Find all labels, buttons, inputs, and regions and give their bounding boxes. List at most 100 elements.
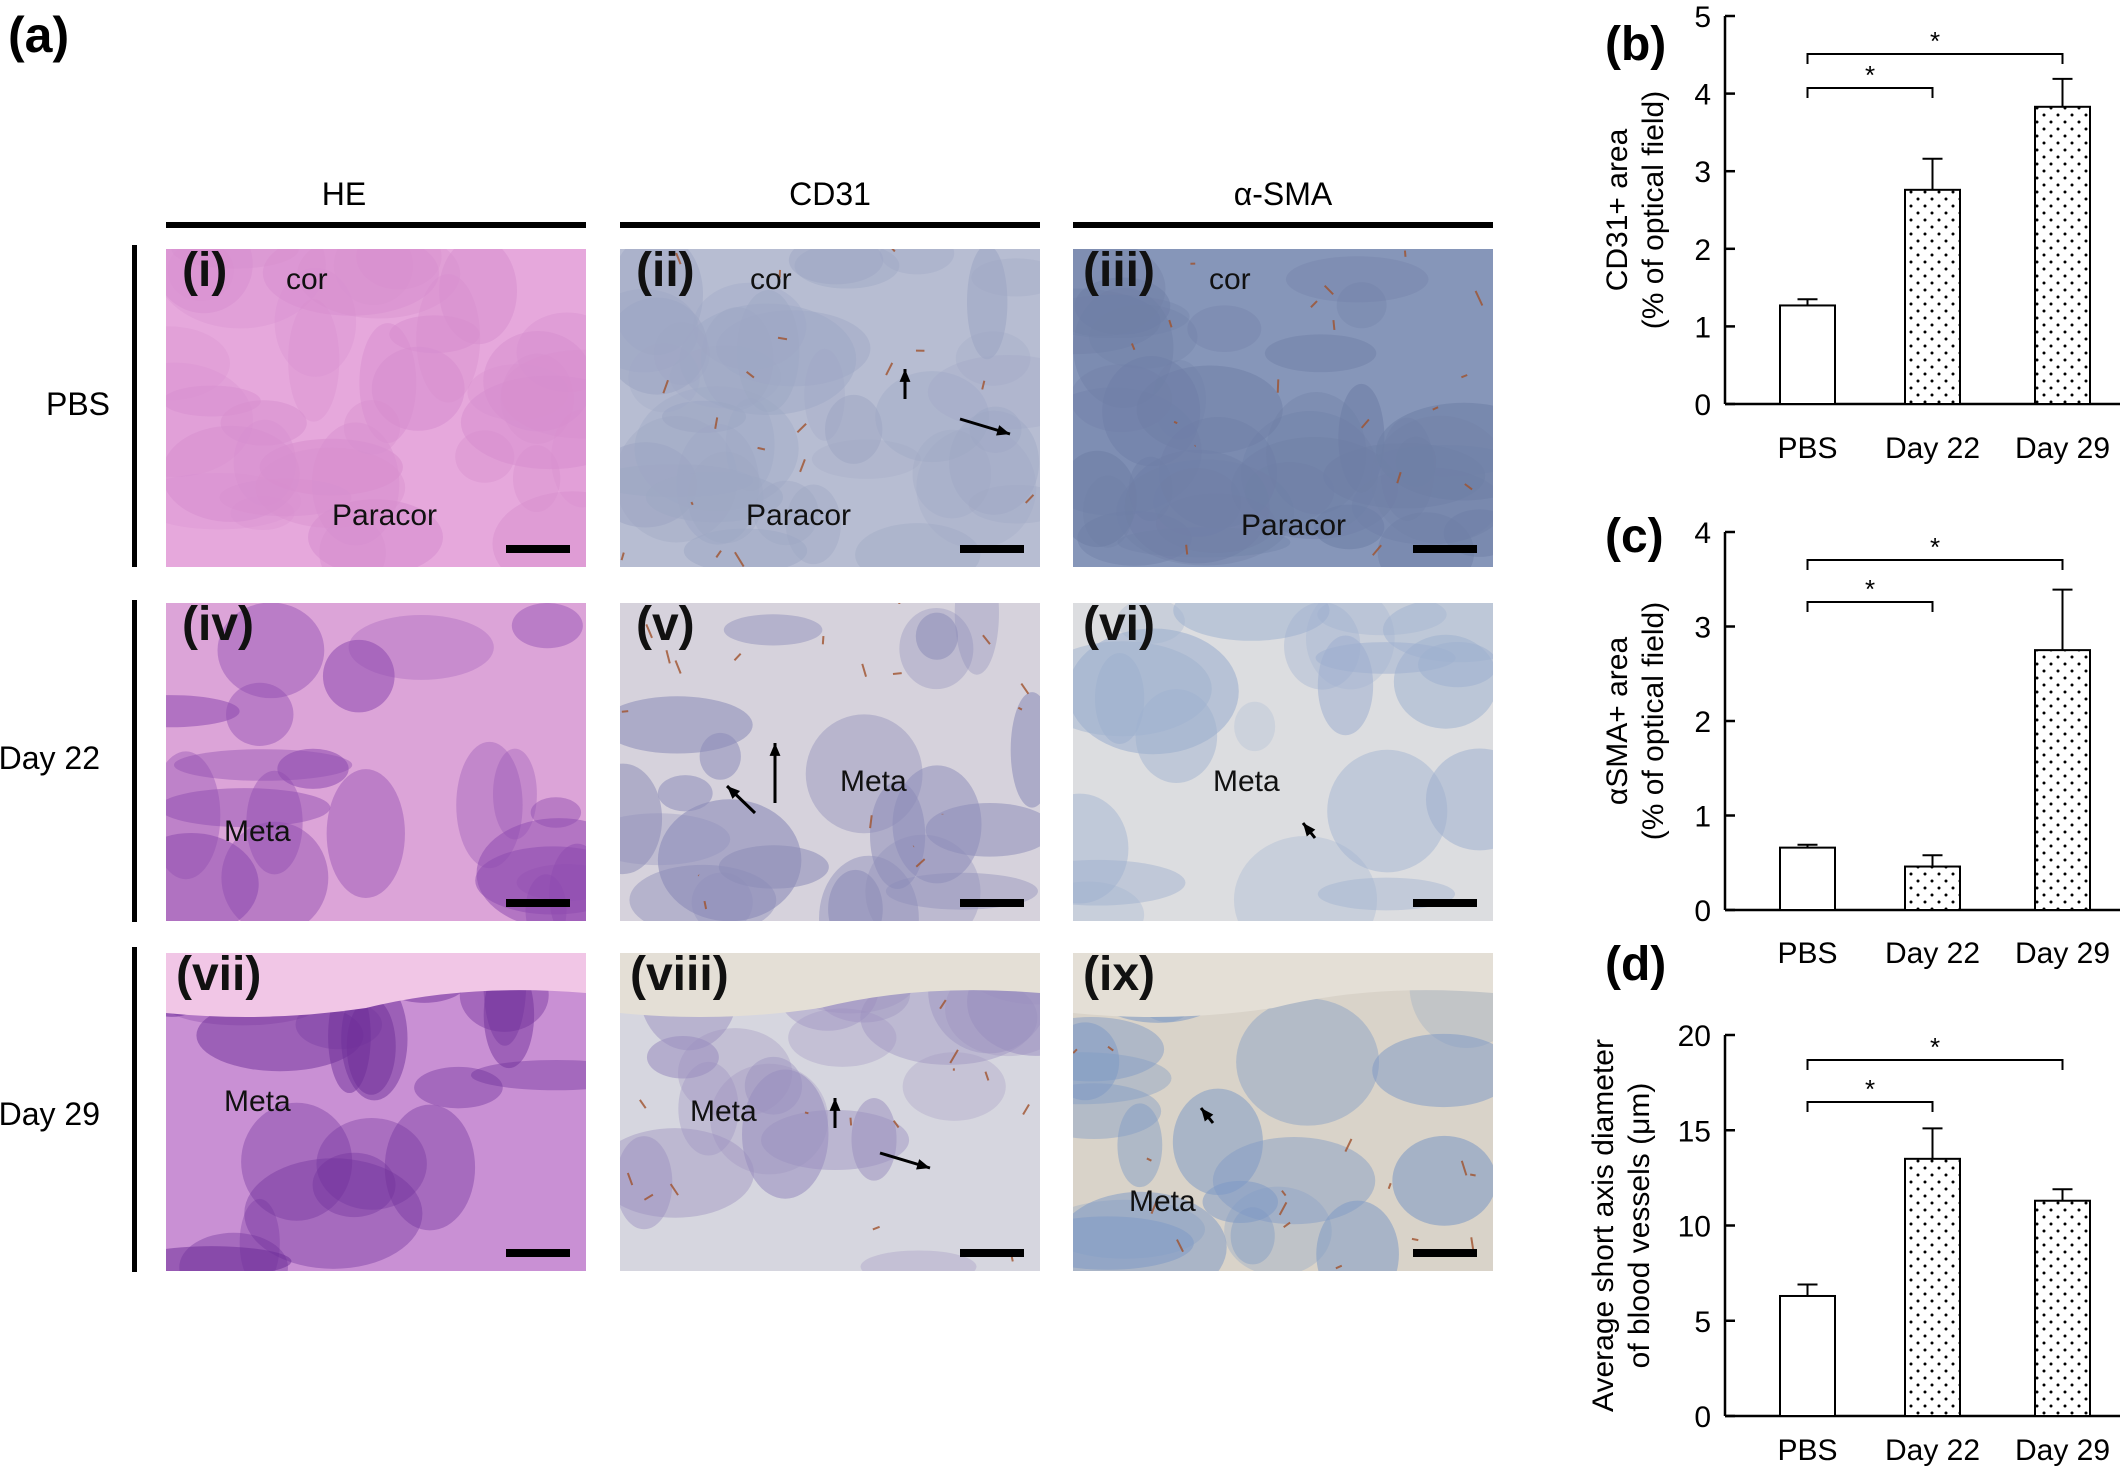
micrograph-tile-7: (vii) Meta: [166, 953, 586, 1271]
significance-star: *: [1865, 574, 1875, 604]
tissue-region: [812, 440, 921, 479]
tissue-annotation: Meta: [224, 815, 291, 849]
scale-bar: [506, 545, 570, 553]
bar: [2035, 1201, 2090, 1416]
row-label-pbs: PBS: [0, 386, 110, 423]
vessel-mark: [823, 636, 824, 644]
y-tick-label: 5: [1694, 1, 1711, 34]
scale-bar: [1413, 545, 1477, 553]
micrograph-tile-9: (ix)Meta: [1073, 953, 1493, 1271]
tissue-annotation: cor: [1209, 263, 1251, 297]
tile-roman-label: (ii): [636, 249, 695, 298]
vessel-mark: [622, 711, 628, 712]
vessel-mark: [1174, 422, 1177, 423]
vessel-mark: [1333, 320, 1334, 330]
category-label: Day 29: [2015, 432, 2110, 465]
y-tick-label: 5: [1694, 1306, 1711, 1339]
row-rule-day22: [132, 600, 137, 922]
y-tick-label: 4: [1694, 517, 1711, 550]
tissue-region: [903, 1052, 1006, 1121]
tissue-region: [788, 1009, 896, 1067]
tissue-region: [166, 386, 261, 417]
row-label-day29: Day 29: [0, 1096, 100, 1133]
column-header-sma: α-SMA: [1073, 176, 1493, 213]
vessel-mark: [691, 502, 692, 505]
column-rule-cd31: [620, 222, 1040, 228]
vessel-mark: [893, 673, 902, 674]
row-rule-day29: [132, 947, 137, 1272]
tissue-region: [899, 608, 973, 689]
y-tick-label: 10: [1678, 1211, 1711, 1244]
tile-roman-label: (i): [182, 249, 227, 298]
vessel-mark: [850, 1118, 851, 1126]
tissue-annotation: Paracor: [746, 499, 851, 533]
tissue-region: [1286, 256, 1429, 302]
vessel-mark: [1412, 1239, 1418, 1240]
tissue-region: [359, 323, 416, 443]
panel-letter: (d): [1605, 938, 1666, 991]
tile-roman-label: (viii): [630, 953, 729, 1002]
tissue-region: [456, 742, 522, 868]
tissue-region: [1102, 356, 1200, 466]
tissue-region: [1266, 392, 1366, 514]
significance-star: *: [1930, 532, 1940, 562]
vessel-mark: [1405, 251, 1406, 257]
vessel-mark: [1470, 1175, 1475, 1176]
row-label-day22: Day 22: [0, 740, 100, 777]
category-label: Day 29: [2015, 1434, 2110, 1467]
y-tick-label: 15: [1678, 1115, 1711, 1148]
tissue-region: [531, 797, 581, 828]
scale-bar: [1413, 1249, 1477, 1257]
tissue-region: [1236, 998, 1379, 1125]
tissue-region: [1187, 305, 1261, 352]
vessel-mark: [1186, 545, 1187, 555]
tissue-region: [512, 603, 583, 648]
tissue-region: [1265, 334, 1376, 372]
tissue-region: [716, 310, 870, 386]
tile-roman-label: (iv): [182, 603, 254, 652]
y-axis-label: αSMA+ area: [1601, 637, 1634, 806]
scale-bar: [1413, 899, 1477, 907]
y-tick-label: 3: [1694, 156, 1711, 189]
tissue-region: [1234, 702, 1275, 751]
tissue-region: [327, 769, 405, 898]
significance-star: *: [1865, 1074, 1875, 1104]
y-axis-label: (% of optical field): [1637, 91, 1670, 329]
column-header-he: HE: [134, 176, 554, 213]
significance-star: *: [1930, 1032, 1940, 1062]
bar: [1780, 1296, 1835, 1416]
column-header-cd31: CD31: [620, 176, 1040, 213]
tissue-annotation: Meta: [690, 1095, 757, 1129]
y-tick-label: 2: [1694, 706, 1711, 739]
y-tick-label: 1: [1694, 311, 1711, 344]
tissue-region: [724, 614, 823, 645]
row-rule-pbs: [132, 245, 137, 567]
tissue-region: [852, 1098, 897, 1181]
tile-roman-label: (ix): [1083, 953, 1155, 1002]
y-axis-label: CD31+ area: [1601, 128, 1634, 291]
micrograph-tile-2: (ii) cor Paracor: [620, 249, 1040, 567]
tissue-annotation: Meta: [840, 765, 907, 799]
significance-star: *: [1865, 60, 1875, 90]
tissue-annotation: Meta: [224, 1085, 291, 1119]
tissue-region: [658, 775, 713, 811]
scale-bar: [506, 1249, 570, 1257]
category-label: Day 22: [1885, 432, 1980, 465]
scale-bar: [960, 899, 1024, 907]
tile-roman-label: (v): [636, 603, 695, 652]
tissue-region: [1083, 476, 1133, 548]
vessel-mark: [805, 1112, 808, 1113]
scale-bar: [960, 1249, 1024, 1257]
micrograph-tile-4: (iv) Meta: [166, 603, 586, 921]
panel-a-label: (a): [8, 6, 69, 64]
micrograph-tile-6: (vi)Meta: [1073, 603, 1493, 921]
bar: [2035, 107, 2090, 404]
tile-roman-label: (vii): [176, 953, 261, 1002]
y-tick-label: 0: [1694, 389, 1711, 422]
tissue-annotation: cor: [750, 263, 792, 297]
y-axis-label: Average short axis diameter: [1587, 1039, 1620, 1412]
bar: [1905, 1159, 1960, 1416]
tissue-region: [349, 615, 494, 680]
significance-star: *: [1930, 26, 1940, 56]
